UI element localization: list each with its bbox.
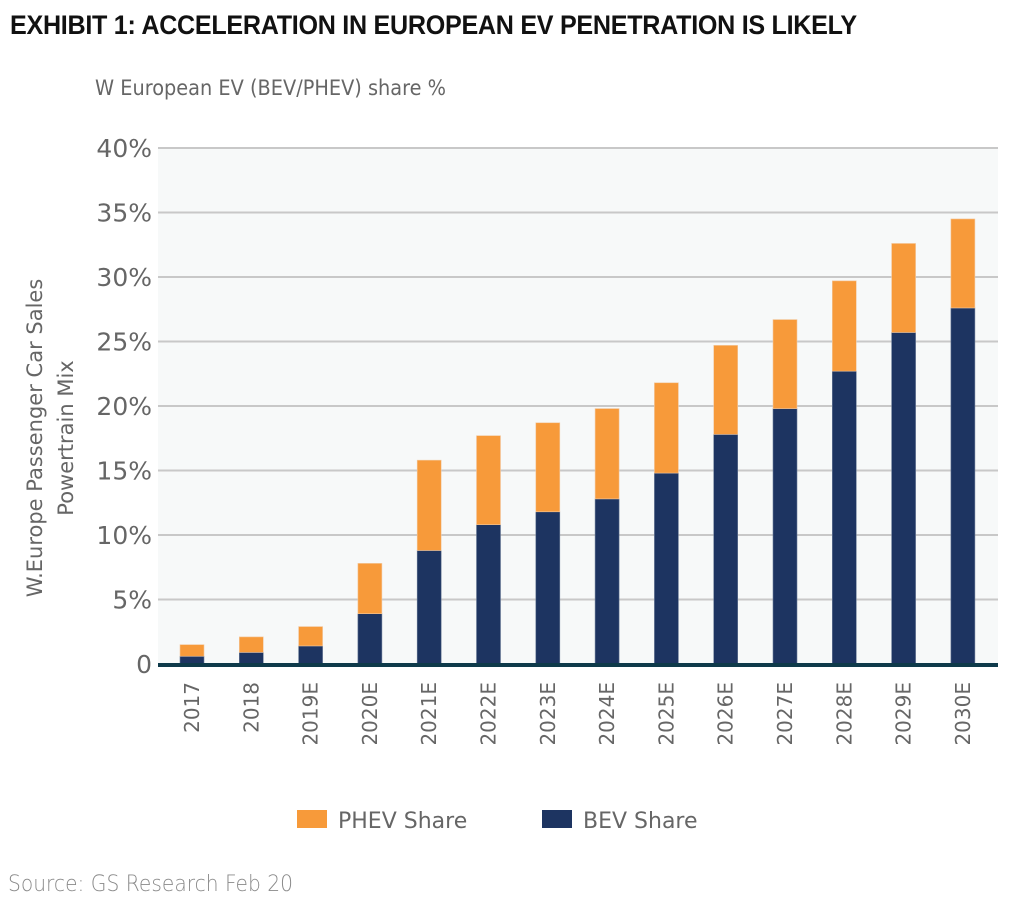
bar-bev-share-2029e (891, 332, 916, 665)
bar-bev-share-2024e (594, 498, 620, 665)
bar-phev-share-2018 (239, 636, 264, 653)
x-tick-label: 2023E (536, 682, 560, 746)
x-tick-label: 2018 (239, 682, 263, 733)
x-tick-label: 2030E (951, 682, 975, 746)
x-tick-label: 2027E (773, 682, 797, 746)
x-tick-label: 2022E (477, 682, 501, 746)
bar-phev-share-2024e (594, 408, 620, 500)
bar-phev-share-2030e (950, 218, 976, 309)
x-tick-label: 2024E (595, 682, 619, 746)
bar-bev-share-2020e (357, 613, 383, 665)
bar-phev-share-2022e (476, 435, 501, 525)
bar-phev-share-2023e (535, 422, 561, 513)
legend-label: BEV Share (583, 809, 698, 834)
bar-bev-share-2018 (239, 652, 264, 665)
source-note: Source: GS Research Feb 20 (8, 872, 294, 897)
y-axis-label: W.Europe Passenger Car Sales Powertrain M… (23, 279, 78, 598)
x-tick-label: 2025E (654, 682, 678, 746)
bar-phev-share-2029e (891, 243, 916, 333)
gridlines (158, 147, 998, 601)
legend-swatch (542, 810, 572, 828)
x-tick-label: 2021E (417, 682, 441, 746)
bar-bev-share-2030e (950, 307, 976, 665)
legend: PHEV Share BEV Share (297, 809, 698, 834)
x-tick-label: 2029E (892, 682, 916, 746)
legend-label: PHEV Share (338, 809, 467, 834)
bar-bev-share-2023e (535, 511, 561, 665)
y-axis-label-line-2: Powertrain Mix (54, 360, 78, 515)
bar-phev-share-2026e (713, 345, 739, 435)
y-tick-label: 25% (96, 328, 152, 357)
y-tick-label: 30% (96, 263, 152, 292)
x-axis-ticks: 2017 2018 2019E 2020E 2021E 2022E 2023E 2024E 20… (180, 682, 975, 746)
bar-phev-share-2021e (416, 459, 442, 551)
bar-bev-share-2026e (713, 434, 739, 665)
x-tick-label: 2017 (180, 682, 204, 733)
y-tick-label: 10% (96, 521, 152, 550)
y-axis-ticks: 0 5% 10% 15% 20% 25% 30% 35% 40% (96, 134, 152, 679)
y-tick-label: 35% (96, 199, 152, 228)
bar-bev-share-2028e (831, 370, 857, 665)
legend-item-bev-share: BEV Share (542, 809, 698, 834)
chart-title: EXHIBIT 1: ACCELERATION IN EUROPEAN EV P… (10, 10, 857, 40)
y-tick-label: 20% (96, 392, 152, 421)
x-tick-label: 2020E (358, 682, 382, 746)
y-tick-label: 0 (136, 650, 152, 679)
y-axis-label-line-1: W.Europe Passenger Car Sales (23, 279, 47, 598)
x-tick-label: 2028E (832, 682, 856, 746)
bar-bev-share-2025e (654, 472, 679, 665)
bar-bev-share-2022e (476, 524, 501, 665)
y-tick-label: 40% (96, 134, 152, 163)
y-tick-label: 5% (112, 586, 152, 615)
bar-bev-share-2017 (179, 655, 205, 665)
legend-item-phev-share: PHEV Share (297, 809, 467, 834)
chart-subtitle: W European EV (BEV/PHEV) share % (95, 76, 447, 100)
bar-phev-share-2017 (179, 644, 205, 657)
bar-phev-share-2027e (772, 319, 798, 409)
bars (179, 218, 976, 665)
bar-bev-share-2019e (298, 645, 323, 665)
bar-phev-share-2028e (831, 280, 857, 372)
x-tick-label: 2019E (299, 682, 323, 746)
bar-bev-share-2027e (772, 408, 798, 665)
bar-bev-share-2021e (416, 550, 442, 665)
bar-phev-share-2019e (298, 626, 323, 647)
bar-phev-share-2020e (357, 563, 383, 614)
x-tick-label: 2026E (714, 682, 738, 746)
legend-swatch (297, 810, 327, 828)
bar-phev-share-2025e (654, 382, 679, 474)
y-tick-label: 15% (96, 457, 152, 486)
